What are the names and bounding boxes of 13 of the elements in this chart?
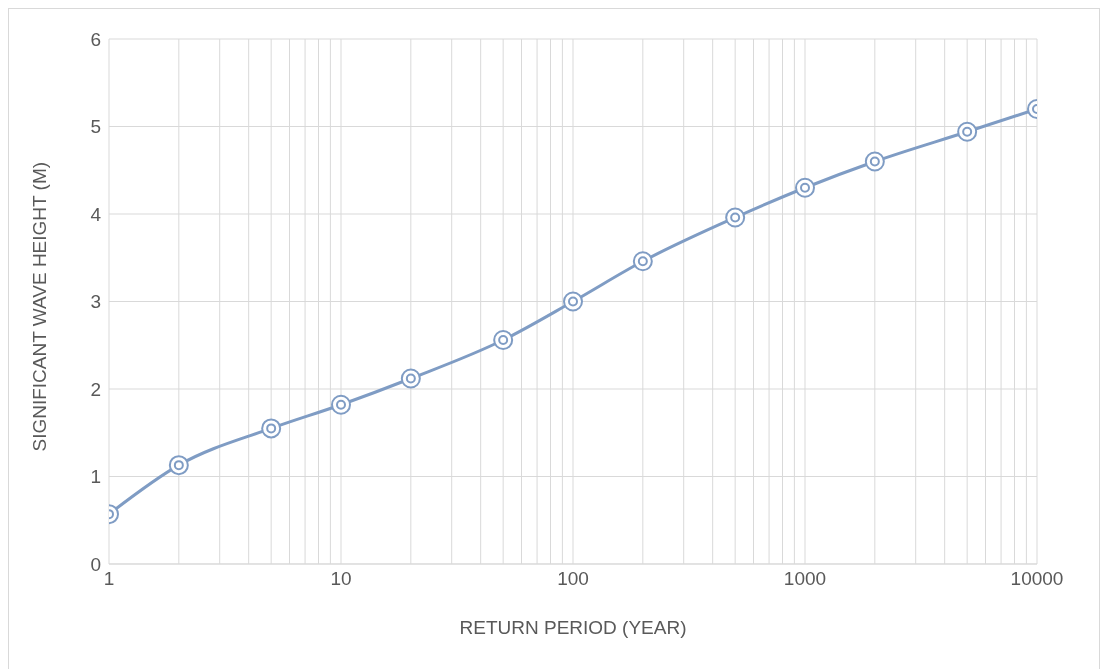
y-tick-label: 2 [90, 378, 101, 400]
y-tick-label: 6 [90, 28, 101, 50]
x-tick-label: 10 [330, 568, 352, 590]
x-tick-label: 100 [557, 568, 589, 590]
x-tick-label: 10000 [1010, 568, 1064, 590]
y-tick-label: 5 [90, 116, 101, 138]
x-tick-label: 1000 [783, 568, 827, 590]
y-tick-label: 3 [90, 291, 101, 313]
y-tick-label: 1 [90, 466, 101, 488]
y-axis-title: SIGNIFICANT WAVE HEIGHT (M) [28, 161, 50, 452]
x-axis-title: RETURN PERIOD (YEAR) [459, 617, 687, 638]
y-tick-label: 0 [90, 553, 101, 575]
y-tick-label: 4 [90, 203, 102, 225]
